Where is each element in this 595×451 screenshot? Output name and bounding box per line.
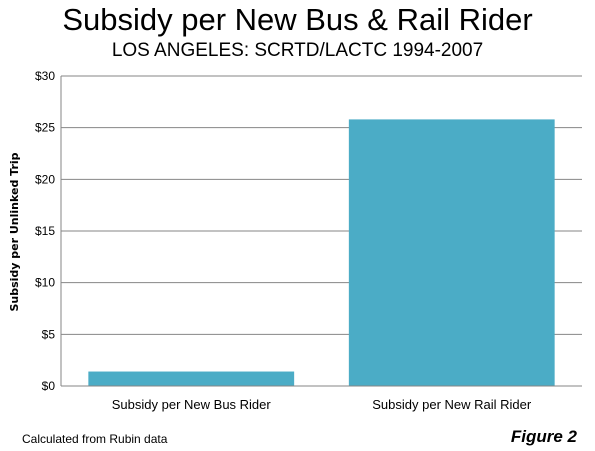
chart-subtitle: LOS ANGELES: SCRTD/LACTC 1994-2007: [111, 40, 484, 61]
y-tick-label: $25: [35, 121, 55, 135]
y-tick-label: $10: [35, 276, 55, 290]
x-category-labels: Subsidy per New Bus Rider Subsidy per New…: [112, 397, 532, 412]
bar: [348, 119, 555, 387]
y-tick-label: $15: [35, 224, 55, 238]
chart-title: Subsidy per New Bus & Rail Rider: [62, 2, 533, 37]
y-axis-title: Subsidy per Unlinked Trip: [8, 152, 21, 311]
y-tick-label: $0: [42, 379, 56, 393]
bar: [88, 371, 295, 386]
y-tick-label: $5: [42, 327, 56, 341]
figure-label: Figure 2: [510, 427, 577, 446]
y-tick-labels: $0 $5 $10 $15 $20 $25 $30: [35, 69, 55, 393]
y-tick-label: $20: [35, 172, 55, 186]
x-category-label: Subsidy per New Bus Rider: [112, 397, 272, 412]
bars: [88, 119, 555, 387]
y-tick-label: $30: [35, 69, 55, 83]
source-note: Calculated from Rubin data: [22, 432, 168, 446]
x-category-label: Subsidy per New Rail Rider: [372, 397, 532, 412]
